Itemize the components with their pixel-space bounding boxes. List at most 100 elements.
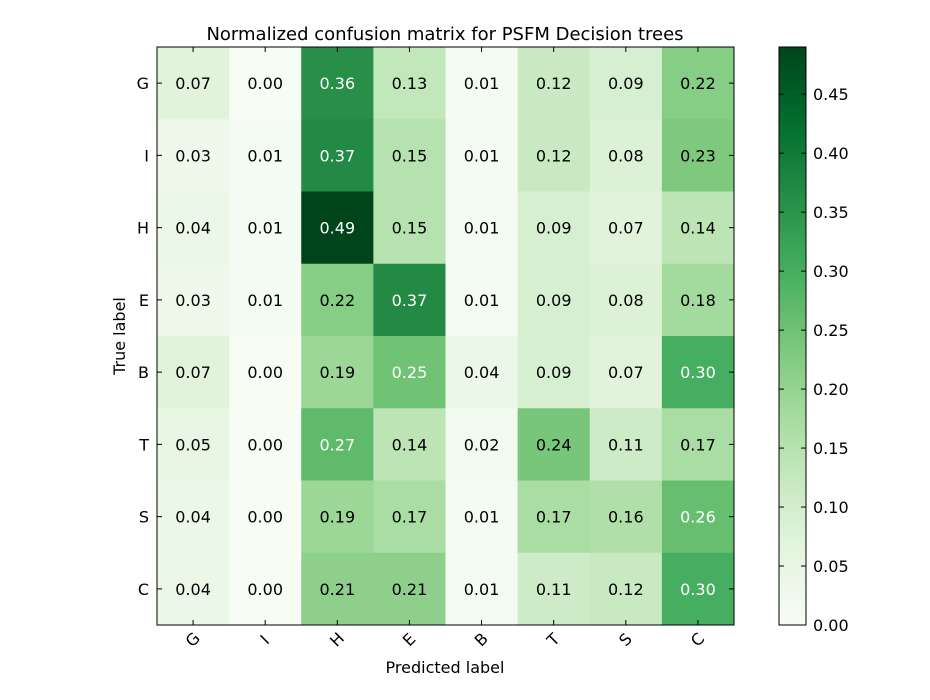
heatmap-cell <box>445 119 519 192</box>
x-tick-label: G <box>182 629 204 651</box>
heatmap-cell <box>229 336 302 409</box>
colorbar-tick-label: 0.00 <box>813 616 849 635</box>
cell-value-label: 0.24 <box>536 435 572 454</box>
heatmap-cell <box>517 408 591 481</box>
heatmap-cell <box>589 552 663 626</box>
heatmap-cell <box>157 263 230 337</box>
cell-value-label: 0.01 <box>464 580 500 599</box>
heatmap-cell <box>373 263 446 337</box>
y-tick-label: S <box>139 508 149 527</box>
heatmap-cell <box>301 47 374 120</box>
heatmap-cell <box>661 47 735 120</box>
heatmap-cell <box>301 336 374 409</box>
heatmap-cell <box>301 480 374 554</box>
cell-value-label: 0.25 <box>392 363 428 382</box>
heatmap-cell <box>589 191 663 265</box>
heatmap-cell <box>445 408 519 481</box>
cell-value-label: 0.18 <box>680 291 716 310</box>
cell-value-label: 0.14 <box>392 435 428 454</box>
heatmap-cell <box>445 336 519 409</box>
heatmap-cell <box>445 480 519 554</box>
cell-value-label: 0.04 <box>175 219 211 238</box>
heatmap-cell <box>517 336 591 409</box>
cell-value-label: 0.15 <box>392 146 428 165</box>
cell-value-label: 0.00 <box>247 74 283 93</box>
y-tick-label: T <box>138 435 149 454</box>
cell-value-label: 0.09 <box>536 363 572 382</box>
heatmap-cells <box>157 47 735 626</box>
colorbar-tick-label: 0.40 <box>813 144 849 163</box>
cell-value-label: 0.37 <box>392 291 428 310</box>
colorbar-tick-label: 0.10 <box>813 498 849 517</box>
cell-value-label: 0.04 <box>464 363 500 382</box>
cell-value-label: 0.03 <box>175 291 211 310</box>
cell-value-label: 0.17 <box>680 435 716 454</box>
x-tick-label: C <box>687 629 708 650</box>
cell-value-label: 0.21 <box>320 580 356 599</box>
cell-value-label: 0.19 <box>320 363 356 382</box>
heatmap-cell <box>373 191 446 265</box>
y-tick-label: I <box>144 146 149 165</box>
heatmap-cell <box>445 47 519 120</box>
cell-value-label: 0.14 <box>680 219 716 238</box>
cell-value-label: 0.05 <box>175 435 211 454</box>
cell-value-label: 0.03 <box>175 146 211 165</box>
heatmap-cell <box>517 480 591 554</box>
y-axis-ticks: G I H E B T S C <box>137 74 734 599</box>
cell-value-label: 0.17 <box>536 508 572 527</box>
cell-value-label: 0.49 <box>320 219 356 238</box>
cell-value-label: 0.36 <box>320 74 356 93</box>
heatmap-cell <box>157 336 230 409</box>
heatmap-cell <box>373 480 446 554</box>
heatmap-cell <box>157 191 230 265</box>
cell-value-label: 0.00 <box>247 580 283 599</box>
colorbar-tick-label: 0.20 <box>813 380 849 399</box>
heatmap-cell <box>229 263 302 337</box>
colorbar-tick-label: 0.45 <box>813 85 849 104</box>
heatmap-cell <box>157 408 230 481</box>
cell-value-label: 0.37 <box>320 146 356 165</box>
heatmap-cell <box>157 119 230 192</box>
x-tick-label: I <box>256 631 273 648</box>
x-axis-label: Predicted label <box>386 658 505 677</box>
colorbar-tick-label: 0.05 <box>813 557 849 576</box>
cell-value-label: 0.26 <box>680 508 716 527</box>
cell-value-label: 0.27 <box>320 435 356 454</box>
x-tick-label: T <box>542 629 563 650</box>
heatmap-cell <box>301 408 374 481</box>
cell-value-label: 0.04 <box>175 580 211 599</box>
x-tick-label: E <box>399 629 420 650</box>
heatmap-cell <box>661 191 735 265</box>
heatmap-cell <box>445 191 519 265</box>
heatmap-cell <box>229 47 302 120</box>
cell-value-label: 0.01 <box>464 508 500 527</box>
heatmap-cell <box>661 552 735 626</box>
heatmap-cell <box>517 191 591 265</box>
heatmap-cell <box>229 552 302 626</box>
heatmap-cell <box>589 408 663 481</box>
heatmap-cell <box>589 47 663 120</box>
cell-value-label: 0.01 <box>464 146 500 165</box>
cell-value-label: 0.09 <box>536 219 572 238</box>
cell-value-label: 0.08 <box>608 291 644 310</box>
heatmap-cell <box>661 263 735 337</box>
heatmap-cell <box>517 119 591 192</box>
chart-title: Normalized confusion matrix for PSFM Dec… <box>206 24 683 45</box>
cell-value-label: 0.01 <box>464 74 500 93</box>
cell-value-label: 0.30 <box>680 363 716 382</box>
cell-value-label: 0.00 <box>247 508 283 527</box>
heatmap-cell <box>517 263 591 337</box>
y-axis-label: True label <box>110 297 129 376</box>
y-tick-label: G <box>137 74 149 93</box>
cell-value-label: 0.01 <box>247 219 283 238</box>
cell-value-label: 0.01 <box>247 291 283 310</box>
x-tick-label: H <box>326 629 348 651</box>
cell-value-label: 0.11 <box>536 580 572 599</box>
cell-value-label: 0.22 <box>680 74 716 93</box>
cell-value-label: 0.08 <box>608 146 644 165</box>
cell-value-label: 0.00 <box>247 435 283 454</box>
cell-value-label: 0.07 <box>175 363 211 382</box>
heatmap-cell <box>373 119 446 192</box>
heatmap-cell <box>589 263 663 337</box>
